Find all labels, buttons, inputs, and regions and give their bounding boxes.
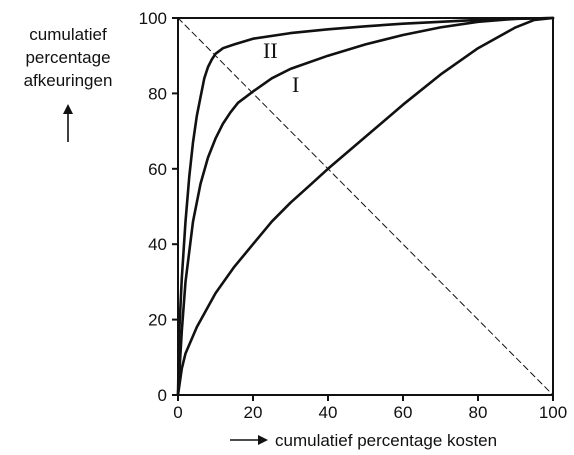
x-tick-label-80: 80: [469, 403, 488, 422]
y-axis-title-line-3: afkeuringen: [24, 71, 113, 90]
plot-frame: [177, 17, 554, 396]
series-diagonal-line: [177, 17, 554, 396]
series-line-baseline: [176, 16, 555, 397]
y-axis-title-line-1: cumulatief: [29, 25, 107, 44]
x-axis-arrow-head: [258, 435, 268, 445]
curve-label-ii: II: [263, 38, 278, 63]
x-tick-label-20: 20: [244, 403, 263, 422]
x-tick-label-60: 60: [394, 403, 413, 422]
y-axis-title-line-2: percentage: [25, 48, 110, 67]
x-axis-title: cumulatief percentage kosten: [275, 431, 497, 450]
curve-label-i: I: [292, 72, 299, 97]
series-line-ii: [176, 16, 555, 397]
y-tick-label-80: 80: [148, 84, 167, 103]
y-tick-label-40: 40: [148, 235, 167, 254]
y-tick-label-100: 100: [139, 9, 167, 28]
series-layer: [176, 16, 555, 397]
x-tick-label-100: 100: [539, 403, 567, 422]
series-line-i: [176, 16, 555, 397]
x-tick-label-40: 40: [319, 403, 338, 422]
x-tick-label-0: 0: [173, 403, 182, 422]
y-tick-label-60: 60: [148, 160, 167, 179]
labels-layer: 0 20 40 60 80 100020406080100IIIcumulatiefper…: [24, 9, 568, 450]
y-tick-label-0: 0: [158, 386, 167, 405]
y-tick-label-20: 20: [148, 311, 167, 330]
axes-layer: [172, 17, 554, 401]
y-axis-arrow-head: [63, 104, 73, 114]
